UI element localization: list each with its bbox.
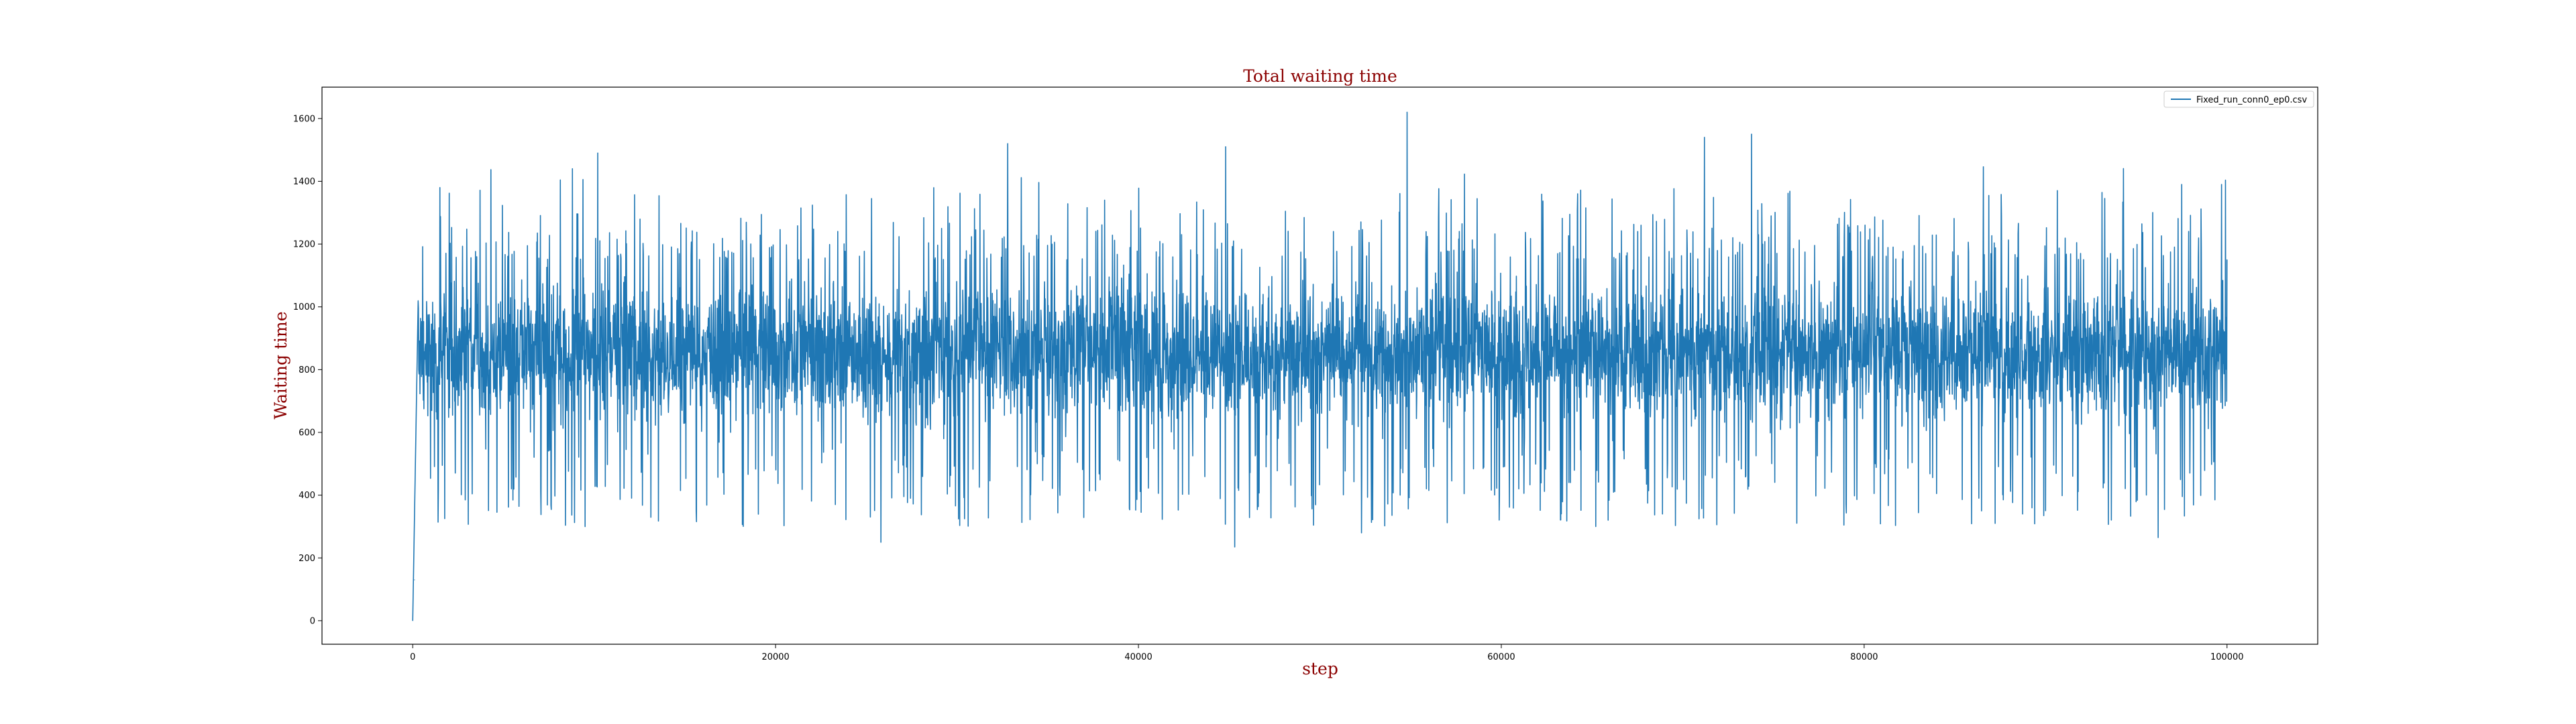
data-point xyxy=(584,526,586,528)
data-point xyxy=(1225,146,1226,147)
plot-frame xyxy=(321,86,2318,645)
x-tick-label: 20000 xyxy=(761,652,789,662)
x-axis: 0 20000 40000 60000 80000 100000 xyxy=(410,644,2244,662)
legend-box xyxy=(2163,90,2314,108)
x-tick-label: 60000 xyxy=(1487,652,1515,662)
x-tick-label: 40000 xyxy=(1124,652,1152,662)
data-point xyxy=(2157,537,2159,538)
x-tick-label: 100000 xyxy=(2210,652,2244,662)
data-point xyxy=(2226,259,2228,261)
data-point xyxy=(417,300,419,301)
legend-entry: Fixed_run_conn0_ep0.csv xyxy=(2196,95,2307,105)
chart-title: Total waiting time xyxy=(1243,66,1397,86)
legend: Fixed_run_conn0_ep0.csv xyxy=(2163,90,2314,108)
y-tick-label: 1400 xyxy=(293,177,315,187)
y-tick-label: 1200 xyxy=(293,240,315,250)
data-point xyxy=(2221,184,2222,185)
series-line xyxy=(412,111,2228,621)
y-tick-label: 800 xyxy=(299,365,315,375)
y-axis: 0 200 400 600 800 1000 1200 1400 1600 xyxy=(293,114,322,626)
data-point xyxy=(439,187,441,188)
data-point xyxy=(597,152,598,154)
plot-area xyxy=(412,111,2228,621)
y-tick-label: 600 xyxy=(299,428,315,438)
y-tick-label: 1000 xyxy=(293,302,315,312)
x-tick-label: 0 xyxy=(410,652,415,662)
y-tick-label: 0 xyxy=(310,616,315,626)
data-point xyxy=(1361,532,1362,534)
x-tick-label: 80000 xyxy=(1850,652,1878,662)
x-axis-label: step xyxy=(1302,659,1338,678)
y-tick-label: 1600 xyxy=(293,114,315,124)
y-axis-label: Waiting time xyxy=(271,311,290,419)
data-point xyxy=(1234,546,1235,548)
data-point xyxy=(414,579,415,581)
y-tick-label: 200 xyxy=(299,554,315,564)
data-point xyxy=(572,168,573,170)
y-tick-label: 400 xyxy=(299,491,315,501)
